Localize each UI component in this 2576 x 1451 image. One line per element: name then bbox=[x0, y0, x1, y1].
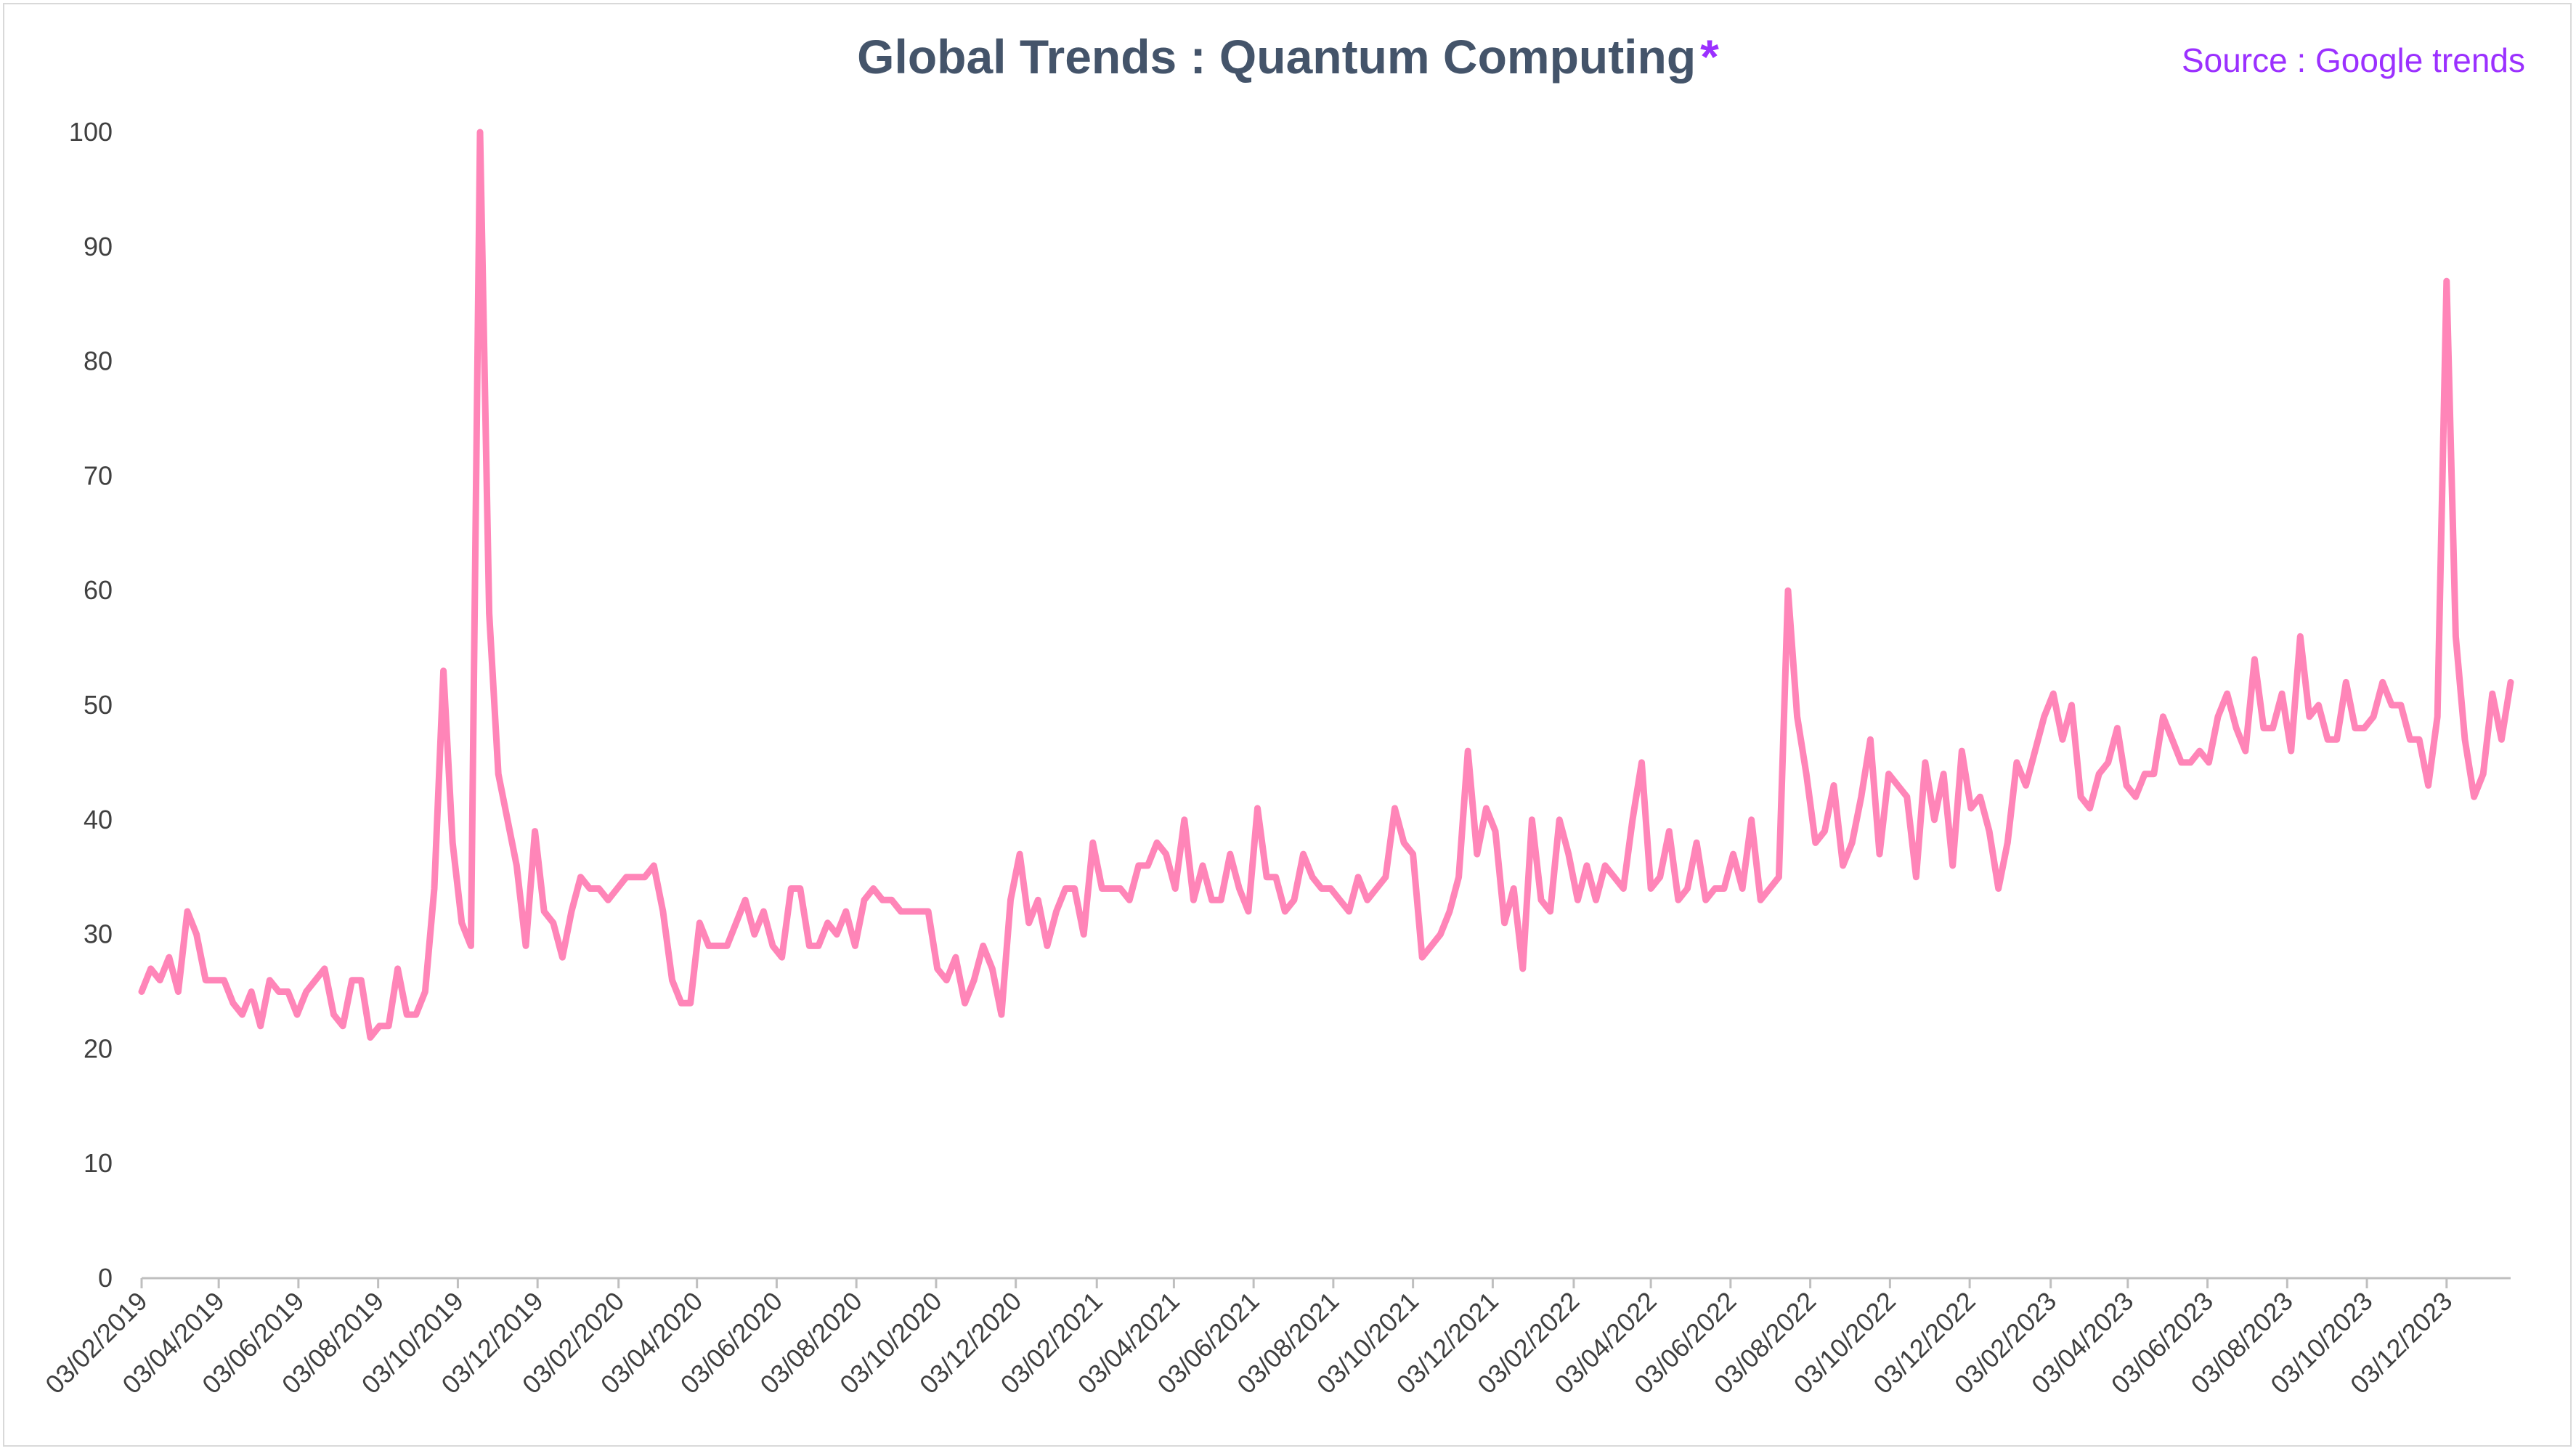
y-tick-label: 30 bbox=[84, 919, 113, 949]
chart-title: Global Trends : Quantum Computing* bbox=[0, 29, 2576, 84]
chart-title-text: Global Trends : Quantum Computing bbox=[857, 30, 1697, 84]
x-axis-ticks bbox=[140, 1278, 2448, 1288]
y-tick-label: 60 bbox=[84, 575, 113, 605]
y-axis-labels: 0 10 20 30 40 50 60 70 80 90 100 bbox=[69, 117, 113, 1293]
y-tick-label: 100 bbox=[69, 117, 113, 147]
series-group bbox=[138, 129, 2514, 1041]
y-tick-label: 90 bbox=[84, 232, 113, 261]
y-tick-label: 40 bbox=[84, 805, 113, 834]
y-tick-label: 80 bbox=[84, 346, 113, 376]
title-asterisk: * bbox=[1700, 30, 1719, 84]
series-line bbox=[138, 129, 2514, 1041]
source-label: Source : Google trends bbox=[2181, 41, 2525, 79]
y-tick-label: 0 bbox=[98, 1263, 113, 1293]
x-axis-labels: 03/02/201903/04/201903/06/201903/08/2019… bbox=[39, 1286, 2458, 1399]
y-tick-label: 50 bbox=[84, 690, 113, 720]
y-tick-label: 70 bbox=[84, 460, 113, 490]
y-tick-label: 10 bbox=[84, 1148, 113, 1178]
y-tick-label: 20 bbox=[84, 1033, 113, 1063]
chart-frame bbox=[3, 3, 2572, 1447]
